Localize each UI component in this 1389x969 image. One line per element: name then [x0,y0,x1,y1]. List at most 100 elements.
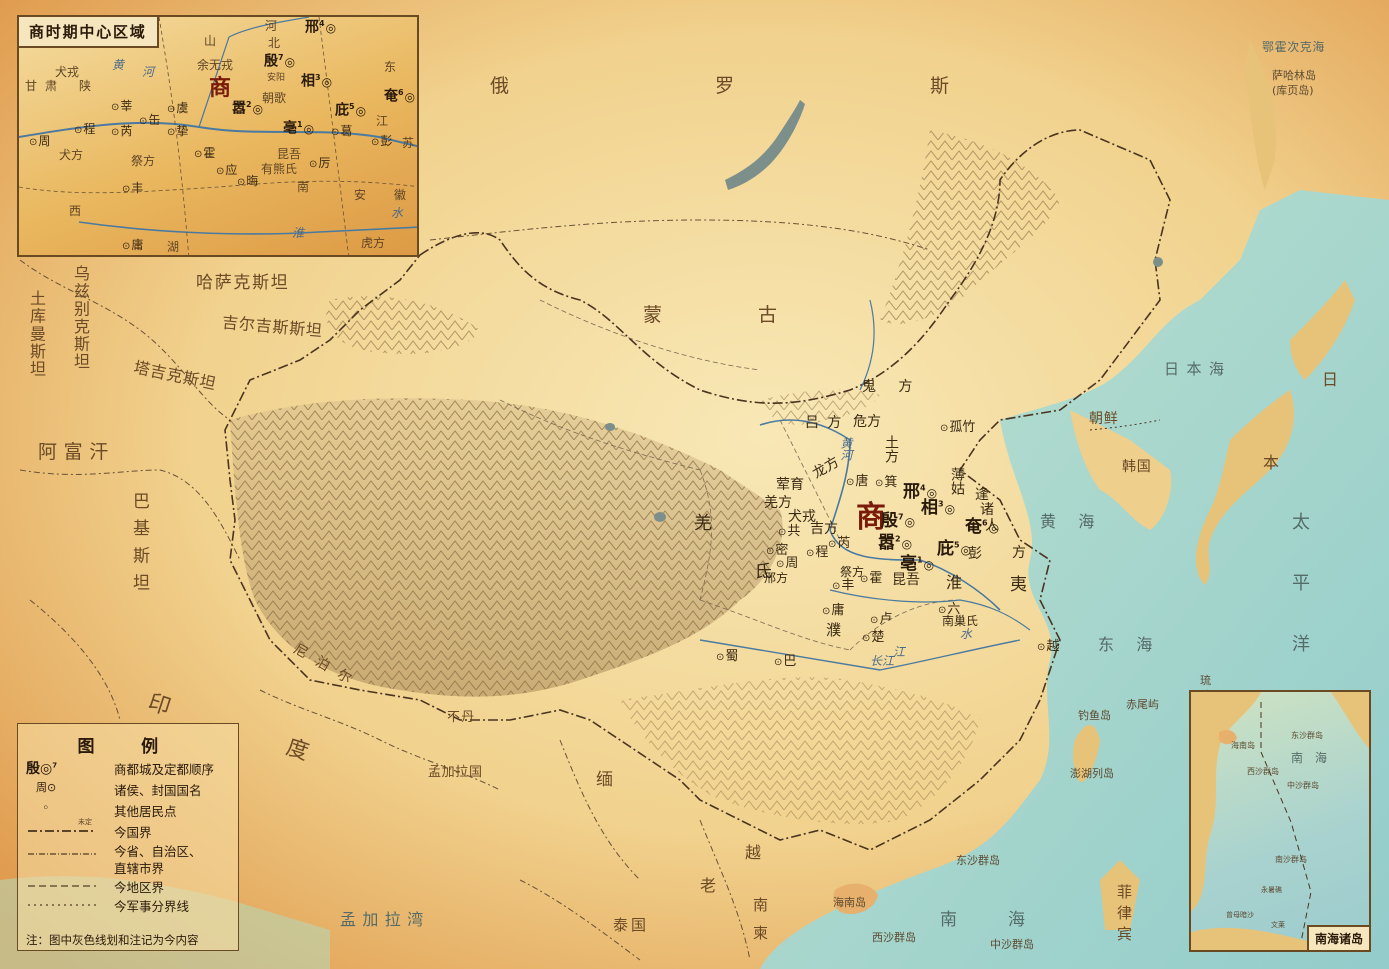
country-afghanistan: 阿富汗 [38,441,115,463]
inset-capital-bi: 庇5 [335,103,366,118]
country-thailand: 泰国 [613,916,650,934]
tribe-cheng: 程 [806,546,828,559]
legend-symbol-settlement: ◦ [42,800,50,815]
inset-region-jsu: 苏 [402,136,415,150]
inset-region-hui: 徽 [394,188,407,202]
island-zhongsha: 中沙群岛 [990,938,1034,951]
capital-bi-order: 5 [954,540,960,550]
inset-capital-yan-order: 6 [398,88,404,97]
inset-tribe-yu: 虞 [167,102,188,115]
legend-row-municipality: 直辖市界 [26,857,232,876]
tribe-chu: 楚 [862,631,884,644]
tribe-huai: 淮 [946,573,963,592]
country-cambodia: 柬 [751,925,769,946]
island-xisha: 西沙群岛 [872,931,916,944]
country-japan-1: 日 [1322,370,1345,389]
legend-label-municipality: 直辖市界 [114,861,165,876]
tribe-qiangfang: 羌方 [764,495,792,511]
inset-shang-label: 商 [209,75,232,101]
inset-region-nan: 南 [297,180,310,194]
tribe-kunwu: 昆吾 [892,572,920,588]
inset-capital-xing: 邢4 [305,20,336,35]
tribe-di: 氐 [751,562,771,579]
legend-symbol-vassal: 周⊙ [36,781,57,794]
country-uzbekistan: 乌兹别克斯坦 [71,265,90,371]
inset-capital-ao-order: 2 [246,100,252,109]
country-russia-3: 斯 [930,75,957,97]
sea-okhotsk: 鄂霍次克海 [1262,40,1326,54]
tribe-ba: 巴 [774,655,796,668]
inset-region-gan: 甘 [25,79,38,93]
legend-label-capital: 商都城及定都顺序 [114,762,215,777]
capital-xing: 邢4 [903,484,937,501]
capital-xing-order: 4 [920,483,926,493]
legend-border-sample: 未定 [78,818,92,826]
inset-tribe-quanfang: 犬方 [59,148,84,162]
country-turkmenistan: 土库曼斯坦 [27,290,46,378]
tribe-shu: 蜀 [716,650,738,663]
capital-ao: 嚣2 [878,535,912,552]
inset-capital-xiang: 相3 [301,74,332,89]
inset-tribe-hui: 晦 [237,175,258,188]
country-kazakhstan: 哈萨克斯坦 [196,273,290,293]
tribe-huo: 霍 [860,572,882,585]
inset-place-anyang: 安阳 [267,73,286,83]
inset-tribe-yong: 庸 [122,239,143,252]
island-hainan: 海南岛 [833,896,866,909]
legend-label-prefecture-border: 今地区界 [114,880,165,895]
tribe-yi: 夷 [1010,575,1027,595]
inset-brunei: 文莱 [1271,921,1285,929]
inset-hainan: 海南岛 [1231,741,1255,750]
inset-river-huang: 黄 [112,58,125,72]
tribe-mi: 密 [766,544,788,557]
country-bangladesh: 孟加拉国 [428,765,483,780]
capital-yin-order: 7 [898,512,904,522]
tribe-rui: 芮 [828,537,850,550]
legend-symbol-national-border [28,830,96,832]
capital-xiang-order: 3 [938,499,944,509]
country-philippines: 菲律宾 [1115,884,1133,947]
tribe-zhou: 周 [776,557,798,570]
legend-label-settlement: 其他居民点 [114,804,177,819]
sea-south: 南海 [940,910,1076,930]
country-pakistan: 巴基斯坦 [129,492,149,601]
sea-pacific: 太平洋 [1289,512,1310,696]
inset-tribe-youxiong: 有熊氏 [261,162,298,176]
tribe-peng: 彭 [968,546,982,562]
tribe-weifang: 危方 [853,414,881,430]
inset-capital-xing-order: 4 [319,19,325,28]
river-huanghe: 黄河 [839,437,853,461]
inset-river-shui: 水 [391,206,404,220]
tribe-jifang2: 祭方 [840,565,865,579]
inset-south-sea-map [1191,692,1369,950]
legend-row-prefecture-border: 今地区界 [26,876,232,895]
sea-japan: 日本海 [1164,360,1232,378]
inset-tribe-li: 厉 [309,157,330,170]
inset-dongsha: 东沙群岛 [1291,731,1323,740]
river-shui: 水 [960,627,973,641]
sea-east: 东海 [1098,635,1175,654]
tribe-xunyu: 荤育 [776,477,804,493]
inset-zhongsha: 中沙群岛 [1287,781,1319,790]
legend-symbol-military-line [28,904,96,906]
capital-yin: 殷7 [881,513,915,530]
island-dongsha: 东沙群岛 [956,854,1000,867]
inset-central-map [19,17,417,255]
inset-capital-xiang-order: 3 [315,73,321,82]
inset-tribe-hufang: 虎方 [361,236,386,250]
sea-yellow: 黄海 [1040,512,1117,531]
inset-south-china-sea: 南海 海南岛 东沙群岛 西沙群岛 中沙群岛 南沙群岛 曾母暗沙 永暑礁 文莱 南… [1189,690,1371,952]
inset-nansha: 南沙群岛 [1275,855,1307,864]
inset-tribe-huo: 霍 [194,147,215,160]
tribe-feng: 逢 [975,487,989,503]
tribe-ji: 箕 [875,476,897,489]
inset-south-sea-title: 南海诸岛 [1306,925,1369,950]
capital-yan: 奄6 [965,519,999,536]
capital-bo: 亳1 [900,556,934,573]
tribe-liu: 六 [938,603,960,616]
capital-bi: 庇5 [937,541,971,558]
tribe-bogu: 薄姑 [949,467,965,495]
legend-title: 图 例 [77,737,179,757]
inset-tribe-jifang: 祭方 [131,154,156,168]
tribe-quanrong: 犬戎 [788,509,816,525]
